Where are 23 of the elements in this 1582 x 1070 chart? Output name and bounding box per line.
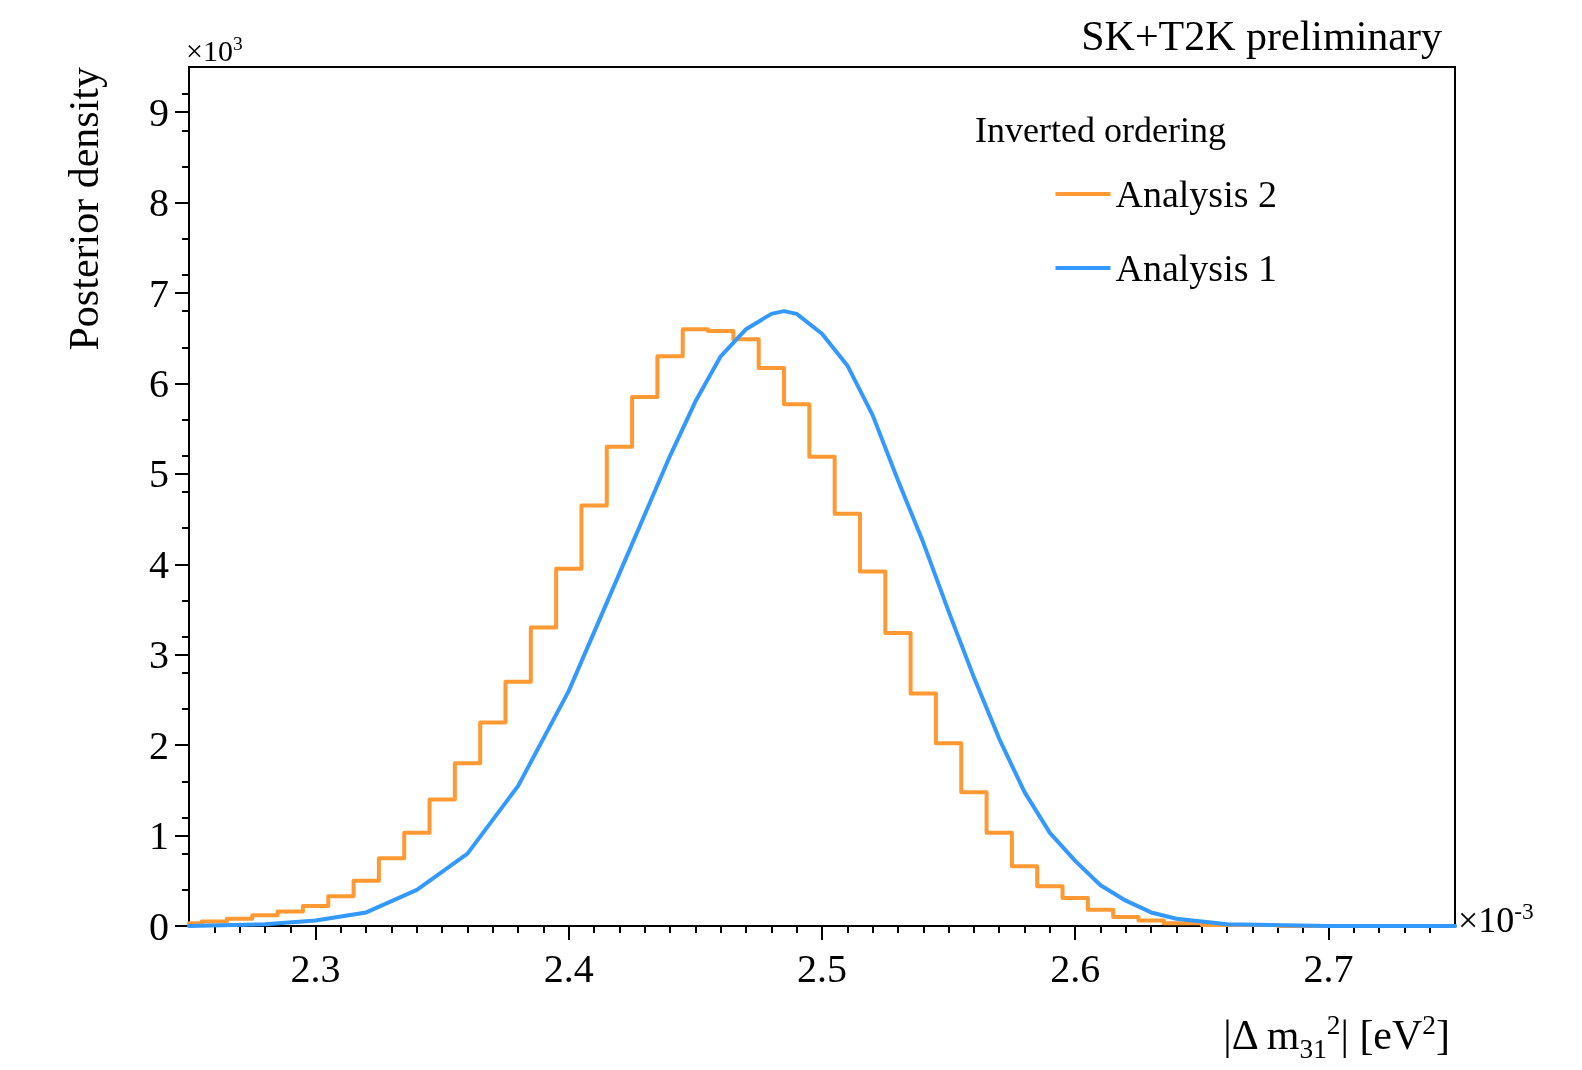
y-axis-title: Posterior density bbox=[61, 67, 107, 351]
x-tick-label: 2.4 bbox=[543, 945, 594, 991]
y-tick-label: 4 bbox=[149, 541, 169, 587]
legend-title: Inverted ordering bbox=[975, 110, 1226, 150]
y-tick-label: 3 bbox=[149, 632, 169, 678]
legend-label: Analysis 2 bbox=[1115, 173, 1277, 215]
y-tick-label: 8 bbox=[149, 180, 169, 226]
x-tick-label: 2.5 bbox=[797, 945, 847, 991]
text: ×10$^{3}$ bbox=[186, 33, 243, 67]
x-tick-label: 2.6 bbox=[1050, 945, 1101, 991]
y-tick-label: 9 bbox=[149, 89, 169, 135]
y-tick-label: 1 bbox=[149, 813, 169, 859]
chart-title: SK+T2K preliminary bbox=[1081, 13, 1442, 59]
text: ×10$^{-3}$ bbox=[1458, 898, 1534, 940]
y-tick-label: 6 bbox=[149, 360, 169, 406]
legend-label: Analysis 1 bbox=[1115, 247, 1277, 289]
y-tick-label: 5 bbox=[149, 451, 169, 497]
x-axis-title: |Δ m$_{31}$$^{2}$| [eV$^{2}$] bbox=[1223, 1010, 1450, 1065]
x-tick-label: 2.7 bbox=[1303, 945, 1354, 991]
y-tick-label: 2 bbox=[149, 722, 169, 768]
y-tick-label: 0 bbox=[149, 903, 169, 949]
y-tick-label: 7 bbox=[149, 270, 169, 316]
x-tick-label: 2.3 bbox=[290, 945, 341, 991]
